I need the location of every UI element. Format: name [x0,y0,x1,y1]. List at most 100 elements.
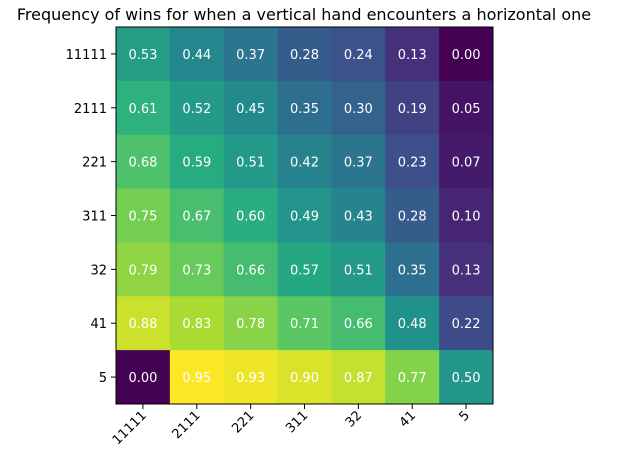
heatmap-cell [169,188,225,243]
cell-value-label: 0.00 [128,371,157,386]
heatmap-cell [223,350,278,405]
cell-value-label: 0.35 [290,102,319,117]
heatmap-cell [385,296,440,351]
x-tick-label: 221 [229,408,257,436]
heatmap-cell [116,350,171,405]
cell-value-label: 0.35 [398,263,427,278]
heatmap-cell [385,27,440,82]
x-tick-label: 2111 [170,408,204,442]
heatmap-cell [439,27,494,82]
cell-value-label: 0.28 [290,48,319,63]
cell-value-label: 0.43 [344,210,373,225]
heatmap-cell [331,350,386,405]
cell-value-label: 0.53 [128,48,157,63]
heatmap-cell [116,80,171,136]
y-tick-label: 41 [90,317,107,332]
cell-value-label: 0.83 [182,317,211,332]
y-tick-label: 5 [99,371,107,386]
cell-value-label: 0.50 [452,371,481,386]
x-tick-label: 41 [397,408,419,430]
heatmap-cell [223,242,278,297]
heatmap-cell [116,134,171,189]
heatmap-cell [277,296,332,351]
heatmap-cell [116,296,171,351]
heatmap-cell [277,80,332,136]
cell-value-label: 0.13 [452,263,481,278]
heatmap-cell [385,80,440,136]
cell-value-label: 0.87 [344,371,373,386]
cell-value-label: 0.23 [398,156,427,171]
cell-value-label: 0.05 [452,102,481,117]
heatmap-cell [169,134,225,189]
heatmap-cell [223,296,278,351]
cell-value-label: 0.30 [344,102,373,117]
heatmap-cell [331,80,386,136]
cell-value-label: 0.42 [290,156,319,171]
heatmap-cell [439,134,494,189]
heatmap-cell [385,134,440,189]
cell-value-label: 0.77 [398,371,427,386]
heatmap-cell [439,242,494,297]
cell-value-label: 0.48 [398,317,427,332]
heatmap-cell [277,134,332,189]
heatmap-cell [116,188,171,243]
heatmap-cell [277,242,332,297]
y-tick-label: 2111 [74,102,107,117]
cell-value-label: 0.22 [452,317,481,332]
cell-value-label: 0.71 [290,317,319,332]
chart-title: Frequency of wins for when a vertical ha… [17,5,591,24]
cell-value-label: 0.13 [398,48,427,63]
x-tick-label: 311 [283,408,311,436]
cell-value-label: 0.73 [182,263,211,278]
heatmap-cell [331,242,386,297]
y-tick-label: 32 [90,263,107,278]
heatmap-cells [116,27,494,405]
cell-value-label: 0.61 [128,102,157,117]
cell-value-label: 0.28 [398,210,427,225]
cell-value-label: 0.68 [128,156,157,171]
cell-value-label: 0.88 [128,317,157,332]
cell-value-labels: 0.53 0.44 0.37 0.28 0.24 0.13 0.00 0.61 0.52 0.45… [128,48,480,386]
heatmap-cell [223,27,278,82]
y-tick-label: 11111 [66,48,107,63]
heatmap-cell [331,27,386,82]
cell-value-label: 0.79 [128,263,157,278]
heatmap-cell [277,188,332,243]
cell-value-label: 0.19 [398,102,427,117]
heatmap-cell [385,242,440,297]
cell-value-label: 0.37 [236,48,265,63]
cell-value-label: 0.66 [236,263,265,278]
heatmap-cell [277,27,332,82]
cell-value-label: 0.93 [236,371,265,386]
cell-value-label: 0.75 [128,210,157,225]
x-tick-label: 32 [343,408,365,430]
cell-value-label: 0.60 [236,210,265,225]
heatmap-cell [223,80,278,136]
x-axis: 11111 2111 221 311 32 41 5 [110,404,473,448]
heatmap-cell [169,296,225,351]
y-axis: 11111 2111 221 311 32 41 5 [66,48,116,386]
heatmap-cell [439,296,494,351]
heatmap-cell [439,188,494,243]
heatmap-cell [439,80,494,136]
cell-value-label: 0.49 [290,210,319,225]
cell-value-label: 0.44 [182,48,211,63]
cell-value-label: 0.57 [290,263,319,278]
cell-value-label: 0.52 [182,102,211,117]
heatmap-cell [331,296,386,351]
heatmap-cell [331,188,386,243]
heatmap-cell [169,27,225,82]
y-tick-label: 311 [82,210,107,225]
cell-value-label: 0.90 [290,371,319,386]
cell-value-label: 0.59 [182,156,211,171]
heatmap-cell [277,350,332,405]
heatmap-cell [169,80,225,136]
cell-value-label: 0.10 [452,210,481,225]
x-tick-label: 5 [456,408,472,424]
heatmap-cell [169,350,225,405]
heatmap-cell [385,350,440,405]
cell-value-label: 0.00 [452,48,481,63]
cell-value-label: 0.95 [182,371,211,386]
